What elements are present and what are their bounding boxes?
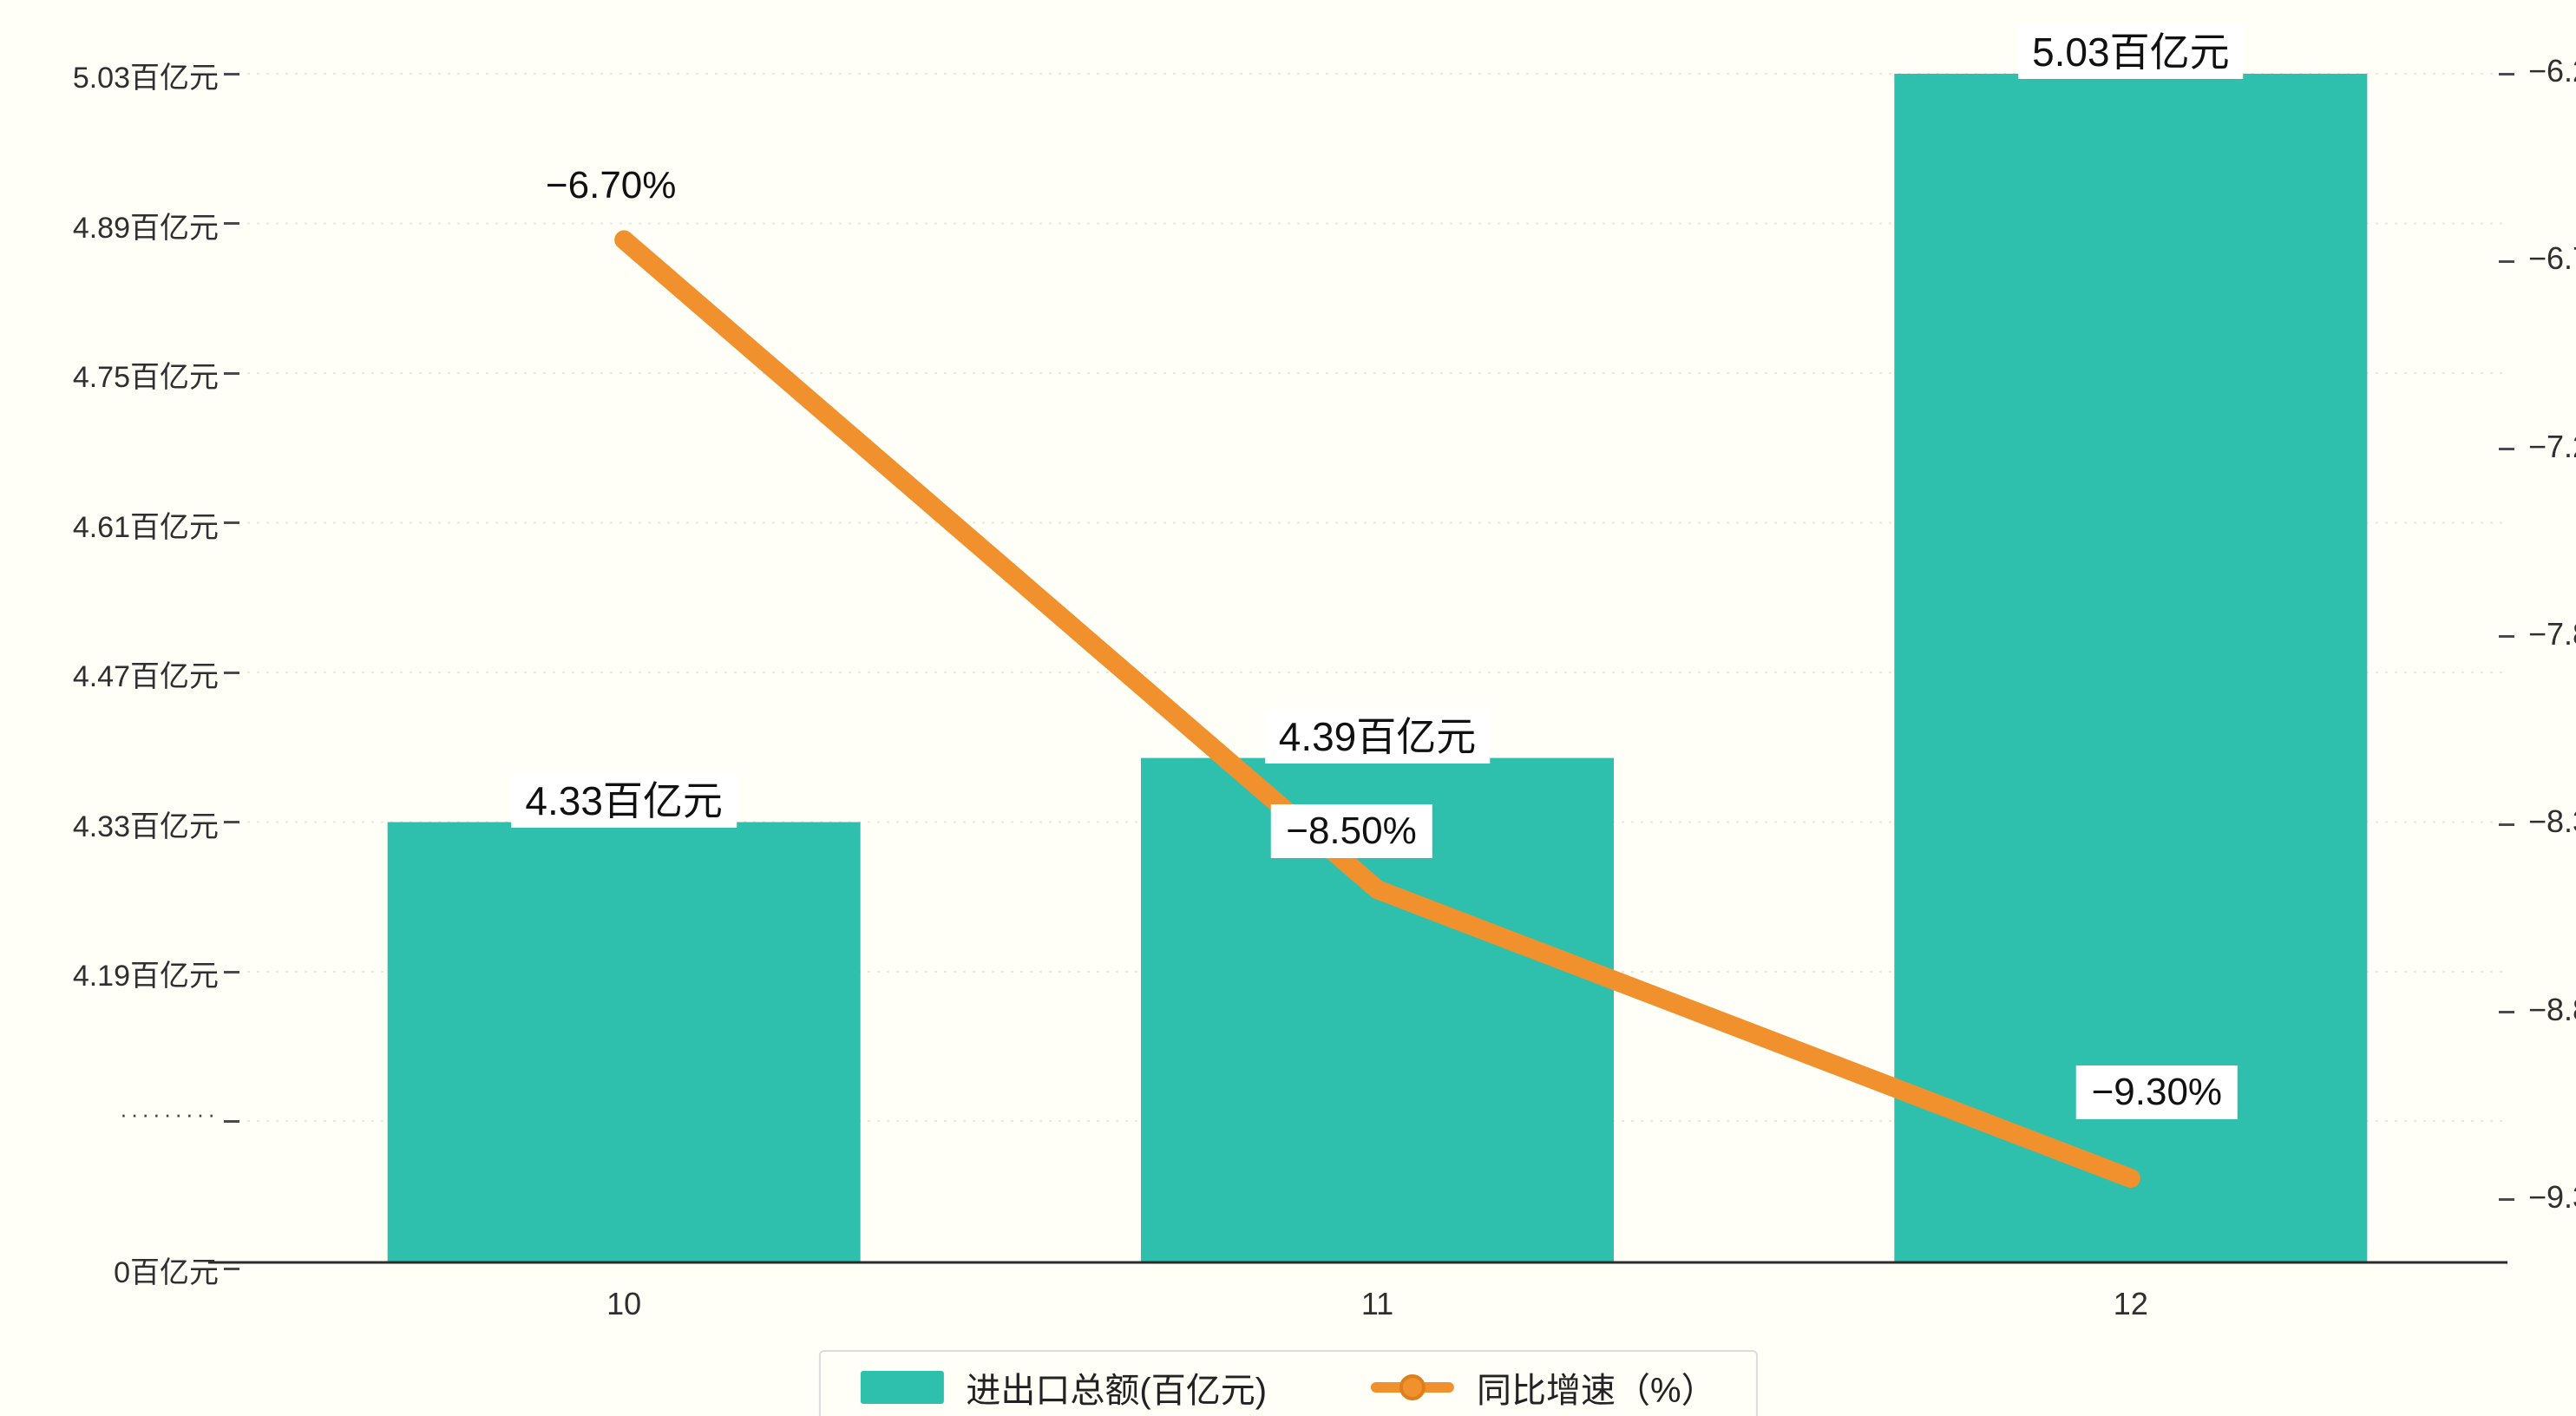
y-axis-right-label: −7.80 (2528, 615, 2576, 652)
y-axis-right-tick (2499, 1198, 2514, 1202)
y-axis-left-label: 5.03百亿元 (72, 62, 219, 95)
y-axis-right-tick (2499, 259, 2514, 263)
bar-value-label: 4.33百亿元 (511, 773, 737, 828)
y-axis-right-label: −7.28 (2528, 428, 2576, 464)
line-marker-dot (1399, 1374, 1426, 1400)
y-axis-left-tick (224, 1119, 239, 1123)
y-axis-left-label: 4.61百亿元 (72, 510, 219, 544)
legend-label-bar-series: 进出口总额(百亿元) (966, 1372, 1268, 1410)
x-axis-label: 12 (2113, 1286, 2148, 1321)
y-axis-right-label: −6.24 (2528, 53, 2576, 88)
y-axis-left-tick (224, 371, 239, 375)
y-axis-right-label: −8.32 (2528, 803, 2576, 840)
y-axis-right-label: −6.76 (2528, 240, 2576, 277)
legend: 进出口总额(百亿元) 同比增速（%） (818, 1350, 1758, 1416)
y-axis-left-label: 4.75百亿元 (72, 361, 219, 394)
legend-item-line-series[interactable]: 同比增速（%） (1371, 1362, 1716, 1413)
y-axis-left-tick (224, 1267, 239, 1270)
line-value-label: −8.50% (1270, 804, 1432, 859)
y-axis-break-label: ········· (120, 1101, 219, 1127)
y-axis-left-tick (224, 521, 239, 524)
bar-series-swatch-icon (860, 1371, 944, 1404)
x-axis-label: 10 (606, 1286, 642, 1321)
y-axis-right-label: −9.36 (2528, 1178, 2576, 1215)
bar-value-label: 4.39百亿元 (1264, 709, 1491, 764)
bar-month-12[interactable] (1894, 74, 2368, 1262)
growth-rate-line[interactable] (614, 230, 2140, 1188)
y-axis-left-label: 0百亿元 (114, 1256, 219, 1289)
y-axis-left-label: 4.89百亿元 (72, 211, 219, 245)
y-axis-right-label: −8.84 (2528, 991, 2576, 1027)
y-axis-right-tick (2499, 448, 2514, 451)
y-axis-left-tick (224, 970, 239, 974)
y-axis-left-tick (224, 72, 239, 75)
bar-value-label: 5.03百亿元 (2018, 25, 2244, 79)
legend-item-bar-series[interactable]: 进出口总额(百亿元) (860, 1362, 1267, 1413)
y-axis-left-tick (224, 821, 239, 823)
y-axis-left-tick (224, 671, 239, 674)
bar-month-10[interactable] (387, 822, 861, 1263)
y-axis-left-label: 4.47百亿元 (72, 660, 219, 693)
y-axis-left-label: 4.33百亿元 (72, 810, 219, 843)
x-axis-label: 11 (1360, 1286, 1394, 1321)
y-axis-right-tick (2499, 1011, 2514, 1014)
y-axis-left-label: 4.19百亿元 (72, 960, 219, 993)
y-axis-right-tick (2499, 72, 2514, 75)
y-axis-right-tick (2499, 823, 2514, 826)
line-value-label: −9.30% (2075, 1065, 2238, 1120)
y-axis-left-tick (224, 222, 239, 225)
line-value-label: −6.70% (545, 164, 677, 207)
line-series-marker-icon (1371, 1371, 1455, 1404)
legend-label-line-series: 同比增速（%） (1477, 1372, 1716, 1410)
y-axis-right-tick (2499, 635, 2514, 639)
